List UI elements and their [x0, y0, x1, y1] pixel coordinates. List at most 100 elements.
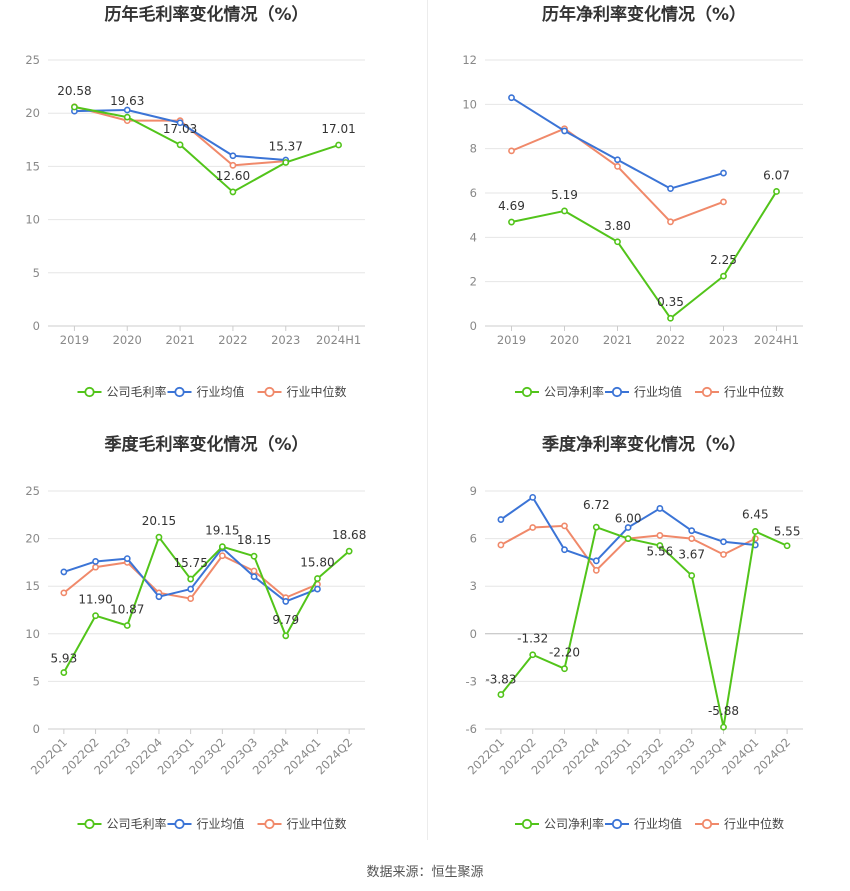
data-point[interactable]: [187, 575, 195, 583]
data-point[interactable]: [783, 542, 791, 550]
data-point[interactable]: [508, 218, 515, 226]
data-point[interactable]: [123, 555, 131, 562]
data-point[interactable]: [60, 568, 68, 576]
data-point[interactable]: [561, 546, 568, 554]
legend-label[interactable]: 行业均值: [197, 816, 245, 831]
data-point[interactable]: [250, 552, 258, 560]
legend-label[interactable]: 公司毛利率: [107, 384, 167, 399]
data-point[interactable]: [250, 567, 258, 575]
data-point[interactable]: [561, 127, 568, 135]
data-point[interactable]: [614, 156, 621, 164]
data-point[interactable]: [720, 272, 727, 280]
legend-swatch-marker[interactable]: [174, 818, 185, 830]
legend-swatch-marker[interactable]: [521, 818, 533, 830]
legend-swatch-marker[interactable]: [84, 386, 95, 398]
legend-swatch-marker[interactable]: [611, 818, 623, 830]
data-point[interactable]: [282, 632, 290, 640]
legend-label[interactable]: 公司净利率: [544, 384, 604, 399]
data-point[interactable]: [345, 547, 353, 555]
data-point[interactable]: [592, 557, 600, 565]
data-point[interactable]: [688, 535, 696, 542]
data-point[interactable]: [282, 159, 290, 166]
data-point[interactable]: [282, 598, 290, 605]
data-point[interactable]: [335, 141, 342, 149]
series-line: [74, 106, 339, 193]
data-point[interactable]: [656, 505, 664, 512]
data-point[interactable]: [561, 207, 568, 215]
data-point[interactable]: [123, 106, 131, 114]
legend-swatch-marker[interactable]: [521, 386, 533, 398]
legend-label[interactable]: 行业中位数: [724, 384, 784, 399]
legend-swatch-marker[interactable]: [701, 818, 713, 830]
data-point[interactable]: [187, 585, 195, 593]
legend-swatch-marker[interactable]: [264, 386, 275, 398]
data-point[interactable]: [624, 524, 632, 531]
data-point[interactable]: [60, 589, 68, 597]
data-point[interactable]: [155, 593, 163, 601]
data-point[interactable]: [60, 669, 68, 676]
data-point[interactable]: [720, 198, 727, 206]
legend-swatch-marker[interactable]: [264, 818, 275, 830]
data-point[interactable]: [720, 169, 727, 177]
data-point[interactable]: [250, 573, 258, 581]
data-point[interactable]: [529, 651, 537, 659]
data-point[interactable]: [592, 523, 600, 531]
data-point[interactable]: [92, 563, 99, 571]
data-point[interactable]: [229, 152, 237, 160]
data-point[interactable]: [561, 665, 568, 673]
data-point[interactable]: [667, 218, 674, 226]
legend-label[interactable]: 公司净利率: [544, 816, 604, 831]
data-point[interactable]: [656, 542, 664, 549]
legend-label[interactable]: 公司毛利率: [107, 816, 167, 831]
chart-svg: 历年毛利率变化情况（%） 0 5 10 15 20 25 2019 2020 2021 2022 20…: [25, 4, 365, 399]
legend-label[interactable]: 行业中位数: [287, 384, 347, 399]
data-point[interactable]: [667, 314, 674, 322]
data-point[interactable]: [229, 161, 237, 169]
data-point[interactable]: [529, 493, 537, 501]
legend-label[interactable]: 行业中位数: [287, 816, 347, 831]
legend-swatch-marker[interactable]: [611, 386, 623, 398]
data-point[interactable]: [92, 612, 99, 620]
data-point[interactable]: [624, 535, 632, 542]
data-point[interactable]: [176, 141, 184, 149]
data-point[interactable]: [314, 585, 321, 593]
data-point[interactable]: [497, 516, 505, 523]
data-point[interactable]: [720, 538, 727, 546]
legend-swatch-marker[interactable]: [84, 818, 95, 830]
data-point[interactable]: [667, 185, 674, 192]
data-point[interactable]: [497, 691, 505, 698]
data-point[interactable]: [656, 532, 664, 539]
data-point[interactable]: [720, 551, 727, 558]
data-point[interactable]: [218, 543, 226, 551]
data-point[interactable]: [688, 572, 696, 579]
data-point[interactable]: [508, 94, 515, 102]
data-point[interactable]: [529, 524, 537, 531]
data-point[interactable]: [92, 558, 99, 565]
data-point[interactable]: [497, 541, 505, 549]
data-point[interactable]: [508, 147, 515, 155]
data-point[interactable]: [218, 552, 226, 560]
data-label: 6.07: [763, 168, 790, 182]
data-point[interactable]: [592, 566, 600, 574]
data-point[interactable]: [720, 723, 727, 731]
legend-label[interactable]: 行业均值: [634, 816, 682, 831]
data-point[interactable]: [229, 188, 237, 196]
legend-label[interactable]: 行业均值: [197, 384, 245, 399]
legend-swatch-marker[interactable]: [701, 386, 713, 398]
data-point[interactable]: [751, 528, 759, 535]
data-point[interactable]: [561, 522, 568, 530]
data-point[interactable]: [614, 238, 621, 246]
data-point[interactable]: [71, 103, 78, 111]
data-point[interactable]: [773, 188, 780, 195]
data-point[interactable]: [314, 575, 321, 582]
legend-label[interactable]: 行业均值: [634, 384, 682, 399]
data-point[interactable]: [155, 533, 163, 541]
data-point[interactable]: [176, 119, 184, 127]
data-point[interactable]: [688, 527, 696, 535]
data-point[interactable]: [123, 113, 131, 121]
data-point[interactable]: [187, 595, 195, 602]
data-point[interactable]: [123, 622, 131, 629]
legend-swatch-marker[interactable]: [174, 386, 185, 398]
data-point[interactable]: [614, 162, 621, 170]
legend-label[interactable]: 行业中位数: [724, 816, 784, 831]
